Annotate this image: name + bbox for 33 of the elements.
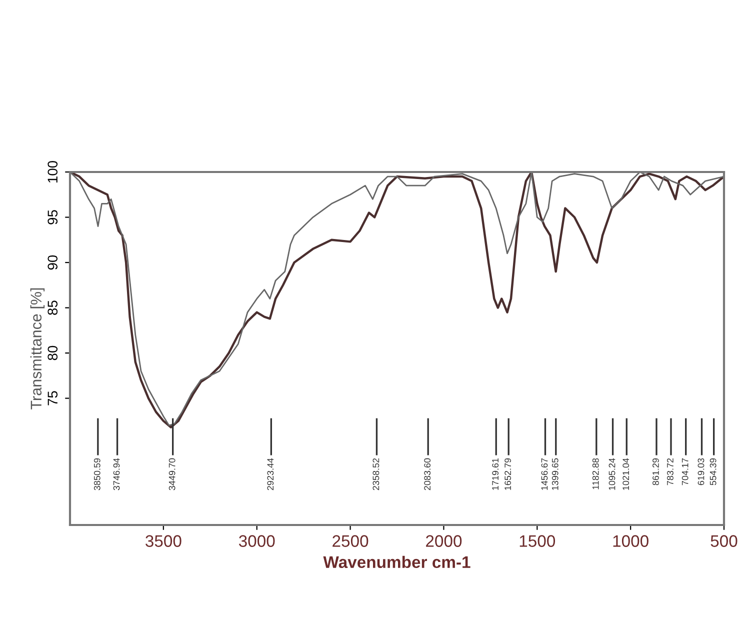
ref-line-label: 1095.24 (608, 458, 616, 490)
ref-line-label: 2923.44 (267, 458, 274, 490)
y-axis-title: Transmittance [%] (30, 288, 45, 410)
x-tick-label: 2500 (332, 535, 368, 547)
ref-line-label: 3449.70 (168, 458, 176, 490)
ref-line-label: 619.03 (698, 458, 704, 486)
ref-line-label: 1652.79 (504, 458, 512, 490)
x-tick-label: 3000 (238, 535, 275, 547)
x-tick-label: 1500 (520, 535, 556, 547)
ref-line-label: 2083.60 (424, 458, 431, 490)
x-tick-label: 3500 (146, 535, 182, 547)
x-tick-label: 2000 (426, 535, 462, 547)
y-tick-label: 85 (48, 300, 58, 315)
ref-line-label: 1182.88 (592, 458, 599, 490)
y-tick-label: 75 (48, 391, 58, 406)
ref-line-label: 3850.59 (94, 458, 100, 490)
x-tick-label: 1000 (613, 535, 648, 547)
y-tick-label: 95 (48, 210, 58, 224)
x-axis-title: Wavenumber cm-1 (323, 556, 470, 568)
y-tick-label: 100 (48, 160, 58, 183)
ref-line-label: 704.17 (682, 458, 688, 486)
ref-line-label: 1456.67 (541, 458, 548, 490)
ref-line-label: 3746.94 (113, 458, 120, 490)
y-tick-label: 90 (48, 255, 58, 270)
ref-line-label: 783.72 (667, 458, 674, 486)
ref-line-label: 1021.04 (622, 458, 630, 490)
x-tick-label: 500 (710, 535, 738, 547)
ref-line-label: 1399.65 (552, 458, 558, 490)
ref-line-label: 2358.52 (372, 458, 380, 490)
ref-line-label: 861.29 (652, 458, 659, 486)
y-tick-label: 80 (48, 346, 58, 360)
ref-line-label: 554.39 (710, 458, 716, 486)
ref-line-label: 1719.61 (492, 458, 499, 490)
